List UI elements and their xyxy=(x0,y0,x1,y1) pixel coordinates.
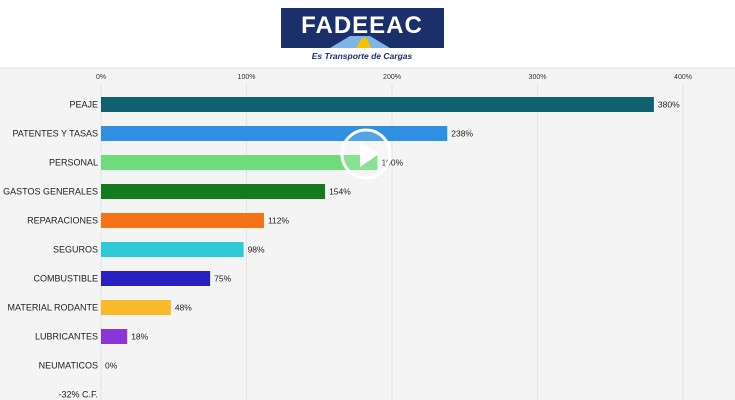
value-label: 112% xyxy=(268,216,290,226)
value-label: 98% xyxy=(248,245,265,255)
category-label: LUBRICANTES xyxy=(35,332,98,342)
bar xyxy=(101,242,244,257)
value-label: 75% xyxy=(214,274,231,284)
video-play-button[interactable] xyxy=(340,128,392,180)
x-axis-ticks: 0% 100% 200% 300% 400% xyxy=(96,74,692,81)
x-tick-label: 100% xyxy=(238,74,256,81)
category-label: COMBUSTIBLE xyxy=(33,274,98,284)
value-label: 0% xyxy=(105,361,118,371)
value-label: 154% xyxy=(329,187,351,197)
category-label: GASTOS GENERALES xyxy=(3,187,98,197)
x-tick-label: 400% xyxy=(674,74,692,81)
logo-road-line xyxy=(356,38,371,48)
value-labels: 380% 238% 190% 154% 112% 98% 75% 48% 18% 0% xyxy=(105,100,680,371)
bar xyxy=(101,300,171,315)
value-label: 18% xyxy=(131,332,148,342)
bar xyxy=(101,329,128,344)
value-label: 238% xyxy=(451,129,473,139)
bars xyxy=(101,97,654,344)
value-label: 48% xyxy=(175,303,192,313)
category-label: PEAJE xyxy=(69,100,98,110)
bar xyxy=(101,126,448,141)
category-label: SEGUROS xyxy=(53,245,98,255)
value-label: 190% xyxy=(381,158,403,168)
category-label: PATENTES Y TASAS xyxy=(12,129,98,139)
bar xyxy=(101,155,378,170)
x-tick-label: 0% xyxy=(96,74,106,81)
logo-name: FADEEAC xyxy=(301,12,423,39)
bar xyxy=(101,184,326,199)
category-label: PERSONAL xyxy=(49,158,98,168)
category-label: MATERIAL RODANTE xyxy=(7,303,98,313)
category-label: NEUMATICOS xyxy=(39,361,98,371)
bar xyxy=(101,271,211,286)
bar xyxy=(101,97,654,112)
category-label: REPARACIONES xyxy=(27,216,98,226)
play-icon[interactable] xyxy=(360,141,379,167)
x-tick-label: 300% xyxy=(529,74,547,81)
x-tick-label: 200% xyxy=(383,74,401,81)
fadeeac-logo: FADEEAC Es Transporte de Cargas xyxy=(281,8,444,61)
category-label: -32% C.F. xyxy=(58,390,98,400)
bar xyxy=(101,213,264,228)
value-label: 380% xyxy=(658,100,680,110)
logo-tagline: Es Transporte de Cargas xyxy=(312,51,413,61)
category-labels: PEAJE PATENTES Y TASAS PERSONAL GASTOS GENE… xyxy=(3,100,98,400)
